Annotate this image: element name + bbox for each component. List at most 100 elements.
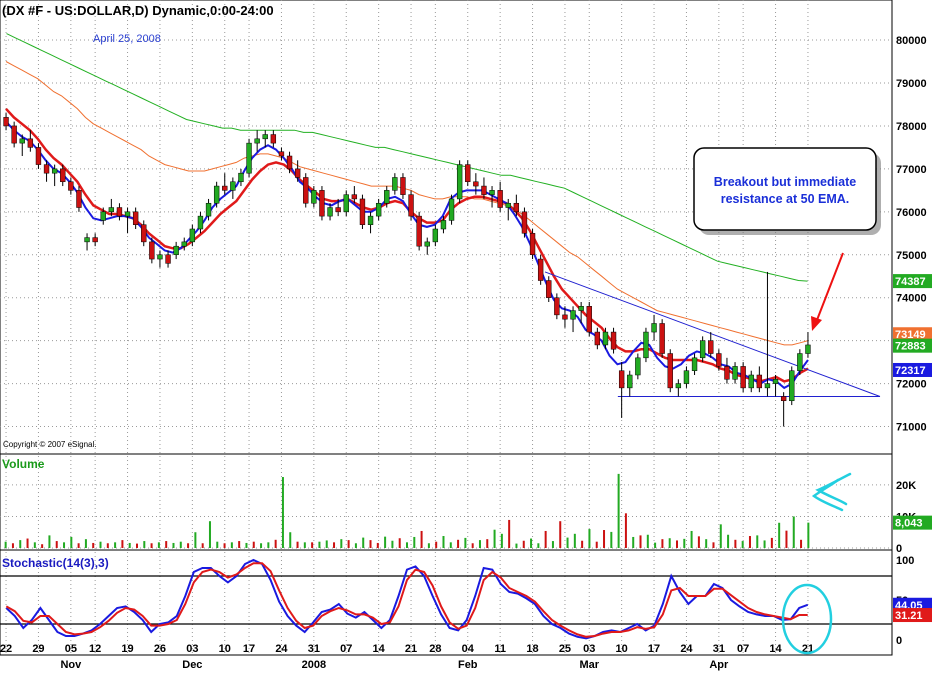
volume-bar xyxy=(289,532,292,548)
volume-bar xyxy=(172,542,175,548)
volume-bar xyxy=(230,542,233,548)
volume-bar xyxy=(179,541,182,548)
candle-body xyxy=(586,306,592,333)
volume-bar xyxy=(325,540,328,548)
candle-body xyxy=(481,185,487,195)
trendline-upper xyxy=(544,271,881,397)
volume-bar xyxy=(99,541,102,548)
volume-bar xyxy=(106,543,109,548)
volume-tag-label: 8,043 xyxy=(895,518,923,530)
candle-body xyxy=(205,202,212,217)
candle-body xyxy=(780,396,787,402)
candle-body xyxy=(359,198,366,225)
volume-bar xyxy=(778,522,781,548)
volume-bar xyxy=(238,541,241,548)
volume-bar xyxy=(676,540,678,548)
candle-body xyxy=(351,194,358,200)
candle-body xyxy=(716,353,722,367)
date-tick-label: 14 xyxy=(373,643,386,655)
volume-scribble-icon xyxy=(811,472,852,512)
volume-tag-bg xyxy=(893,515,932,530)
volume-bar xyxy=(442,536,445,548)
volume-bar xyxy=(201,543,204,548)
volume-bar xyxy=(136,543,138,548)
candle-body xyxy=(392,177,398,191)
volume-bar xyxy=(603,530,606,548)
volume-title: Volume xyxy=(2,457,45,471)
candle-body xyxy=(19,138,25,144)
volume-bar xyxy=(223,543,226,548)
price-axis-label: 80000 xyxy=(896,35,927,47)
volume-bar xyxy=(573,533,576,548)
volume-bar xyxy=(33,542,36,548)
candle-body xyxy=(473,181,479,187)
ema-fast-line xyxy=(5,120,809,390)
volume-bar xyxy=(792,516,795,548)
volume-bar xyxy=(727,534,730,548)
volume-bar xyxy=(391,540,394,548)
candle-body xyxy=(610,331,617,350)
candle-body xyxy=(546,280,552,298)
candle-body xyxy=(35,147,42,165)
candle-body xyxy=(384,190,390,204)
candle-body xyxy=(497,190,503,208)
chart-title: (DX #F - US:DOLLAR,D) Dynamic,0:00-24:00 xyxy=(2,3,274,18)
candle-body xyxy=(100,211,106,221)
candle-body xyxy=(732,366,738,380)
date-tick-label: 07 xyxy=(340,643,352,655)
volume-bar xyxy=(588,529,591,548)
candle-body xyxy=(740,366,746,389)
stochastic-axis-label: 0 xyxy=(896,635,902,647)
volume-bar xyxy=(559,521,562,548)
candle-body xyxy=(141,224,147,243)
candle-body xyxy=(213,185,220,204)
date-tick-label: 10 xyxy=(219,643,231,655)
candle-body xyxy=(764,383,771,389)
candle-body xyxy=(108,207,115,213)
candle-body xyxy=(335,207,341,213)
candle-body xyxy=(748,374,754,389)
price-tag-label: 72317 xyxy=(895,365,926,377)
date-tick-label: 22 xyxy=(0,643,12,655)
volume-bar xyxy=(362,537,365,548)
date-tick-label: 28 xyxy=(429,643,441,655)
volume-bar xyxy=(712,542,715,548)
candle-body xyxy=(602,331,609,346)
annotation-callout: Breakout but immediate resistance at 50 … xyxy=(693,147,881,235)
date-tick-label: 24 xyxy=(275,643,288,655)
candle-body xyxy=(465,164,471,183)
price-tag-label: 74387 xyxy=(895,276,926,288)
candle-body xyxy=(181,241,187,247)
stochastic-highlight-circle xyxy=(781,583,833,655)
candle-body xyxy=(416,215,422,247)
volume-bar xyxy=(683,538,686,548)
volume-bar xyxy=(311,542,314,548)
volume-bar xyxy=(668,538,671,548)
volume-bar xyxy=(632,536,635,548)
candle-body xyxy=(562,314,568,320)
candle-body xyxy=(521,211,528,234)
candle-body xyxy=(343,194,349,213)
date-tick-label: 19 xyxy=(121,643,133,655)
volume-bar xyxy=(530,538,533,548)
date-tick-label: 03 xyxy=(583,643,595,655)
volume-bar xyxy=(281,477,284,548)
candle-body xyxy=(594,331,601,346)
candle-body xyxy=(319,190,325,217)
candle-body xyxy=(270,134,277,144)
volume-bar xyxy=(187,543,190,548)
volume-bar xyxy=(500,533,503,548)
candle-body xyxy=(132,211,139,225)
candle-body xyxy=(27,138,34,148)
date-tick-label: 14 xyxy=(769,643,782,655)
candle-body xyxy=(618,370,625,389)
price-axis-label: 74000 xyxy=(896,293,927,305)
volume-bar xyxy=(376,542,379,548)
stochastic-k-line xyxy=(5,558,809,640)
candle-body xyxy=(643,331,649,359)
price-tag-bg xyxy=(893,327,932,342)
date-tick-label: 21 xyxy=(405,643,417,655)
volume-bar xyxy=(661,539,664,548)
volume-bar xyxy=(544,530,547,548)
